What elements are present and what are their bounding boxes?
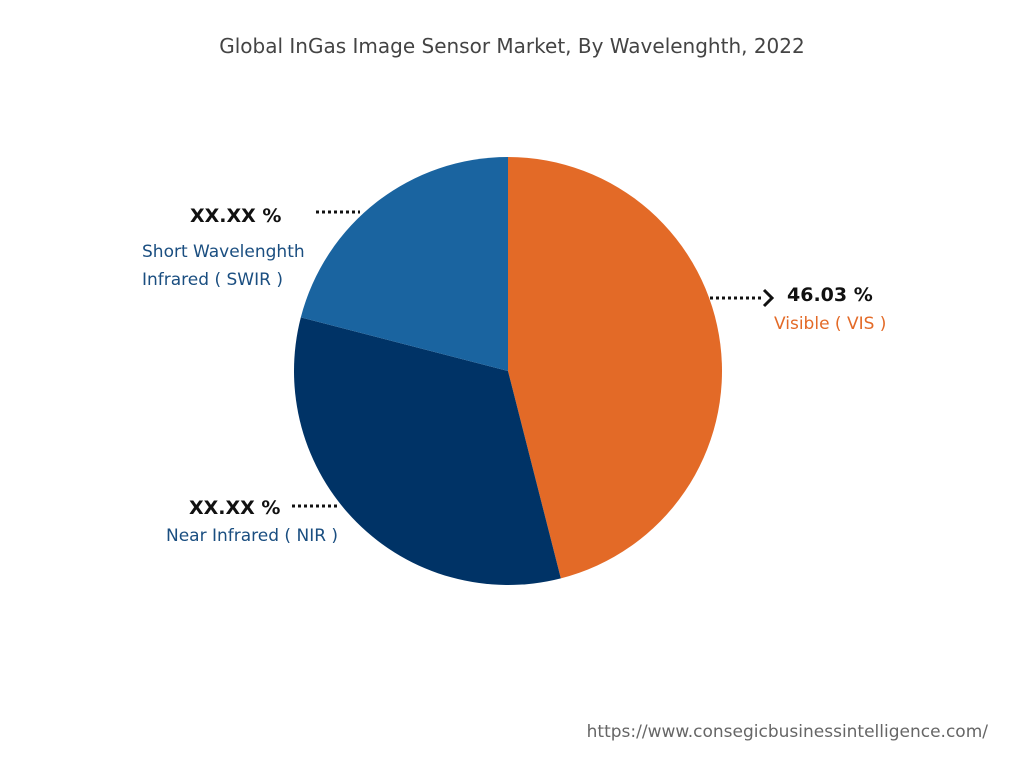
leader-arrow-vis — [762, 288, 775, 308]
pie-slice-swir — [300, 157, 508, 371]
pie-slice-vis — [508, 157, 723, 579]
pie-slice-nir — [293, 317, 561, 586]
nir-name-label: Near Infrared ( NIR ) — [166, 526, 339, 546]
swir-name-line-1: Short Wavelenghth — [142, 242, 305, 262]
swir-name-label: Short Wavelenghth Infrared ( SWIR ) — [142, 238, 305, 294]
swir-name-line-2: Infrared ( SWIR ) — [142, 270, 283, 290]
vis-name-label: Visible ( VIS ) — [774, 314, 887, 334]
swir-value-label: XX.XX % — [190, 205, 282, 227]
vis-value-label: 46.03 % — [787, 284, 873, 306]
nir-value-label: XX.XX % — [189, 497, 281, 519]
chart-title: Global InGas Image Sensor Market, By Wav… — [219, 34, 805, 58]
source-url[interactable]: https://www.consegicbusinessintelligence… — [586, 722, 988, 742]
